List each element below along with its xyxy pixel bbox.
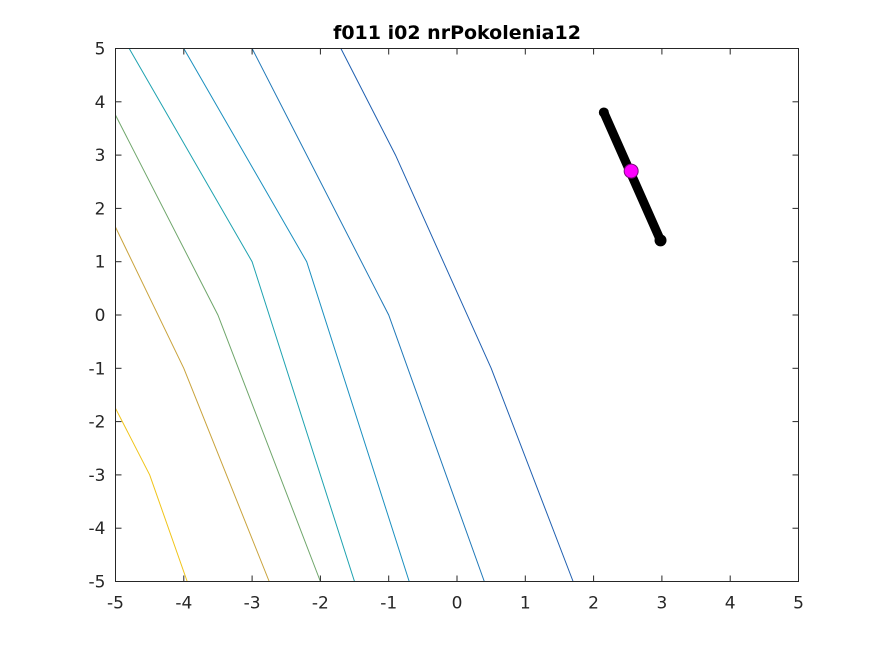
x-tick-label: 1 <box>520 594 531 614</box>
y-tick-label: 4 <box>95 93 106 113</box>
x-tick-label: 3 <box>656 594 667 614</box>
y-tick-label: 0 <box>95 306 106 326</box>
y-tick-label: 5 <box>95 40 106 60</box>
best-point <box>623 163 639 179</box>
x-tick-label: -2 <box>312 594 329 614</box>
x-tick-label: 0 <box>452 594 463 614</box>
chart-title: f011 i02 nrPokolenia12 <box>333 22 581 44</box>
x-tick-label: -5 <box>107 594 124 614</box>
population-point-top <box>598 107 609 118</box>
contour-line-5 <box>115 114 321 582</box>
y-tick-label: 3 <box>95 146 106 166</box>
contour-line-3 <box>183 48 410 582</box>
plot-area <box>115 48 799 582</box>
y-axis-ticks: -5 -4 -3 -2 -1 0 1 2 3 4 5 <box>89 40 799 593</box>
x-tick-label: -1 <box>380 594 397 614</box>
contour-line-4 <box>128 48 355 582</box>
x-tick-label: -3 <box>244 594 261 614</box>
y-tick-label: -2 <box>89 413 106 433</box>
population-point-bottom <box>654 234 667 247</box>
contour-line-2 <box>251 48 485 582</box>
x-tick-label: 4 <box>725 594 736 614</box>
contour-line-1 <box>340 48 574 582</box>
best-point-marker <box>623 163 639 179</box>
y-tick-label: 1 <box>95 253 106 273</box>
x-tick-label: 2 <box>588 594 599 614</box>
y-tick-label: -1 <box>89 359 106 379</box>
y-tick-label: 2 <box>95 199 106 219</box>
contour-line-6 <box>115 226 270 582</box>
x-axis-ticks: -5 -4 -3 -2 -1 0 1 2 3 4 5 <box>107 48 804 614</box>
contour-line-7 <box>115 408 188 582</box>
contour-lines <box>115 48 574 582</box>
x-tick-label: -4 <box>175 594 192 614</box>
x-tick-label: 5 <box>793 594 804 614</box>
y-tick-label: -3 <box>89 466 106 486</box>
y-tick-label: -5 <box>89 573 106 593</box>
y-tick-label: -4 <box>89 519 106 539</box>
